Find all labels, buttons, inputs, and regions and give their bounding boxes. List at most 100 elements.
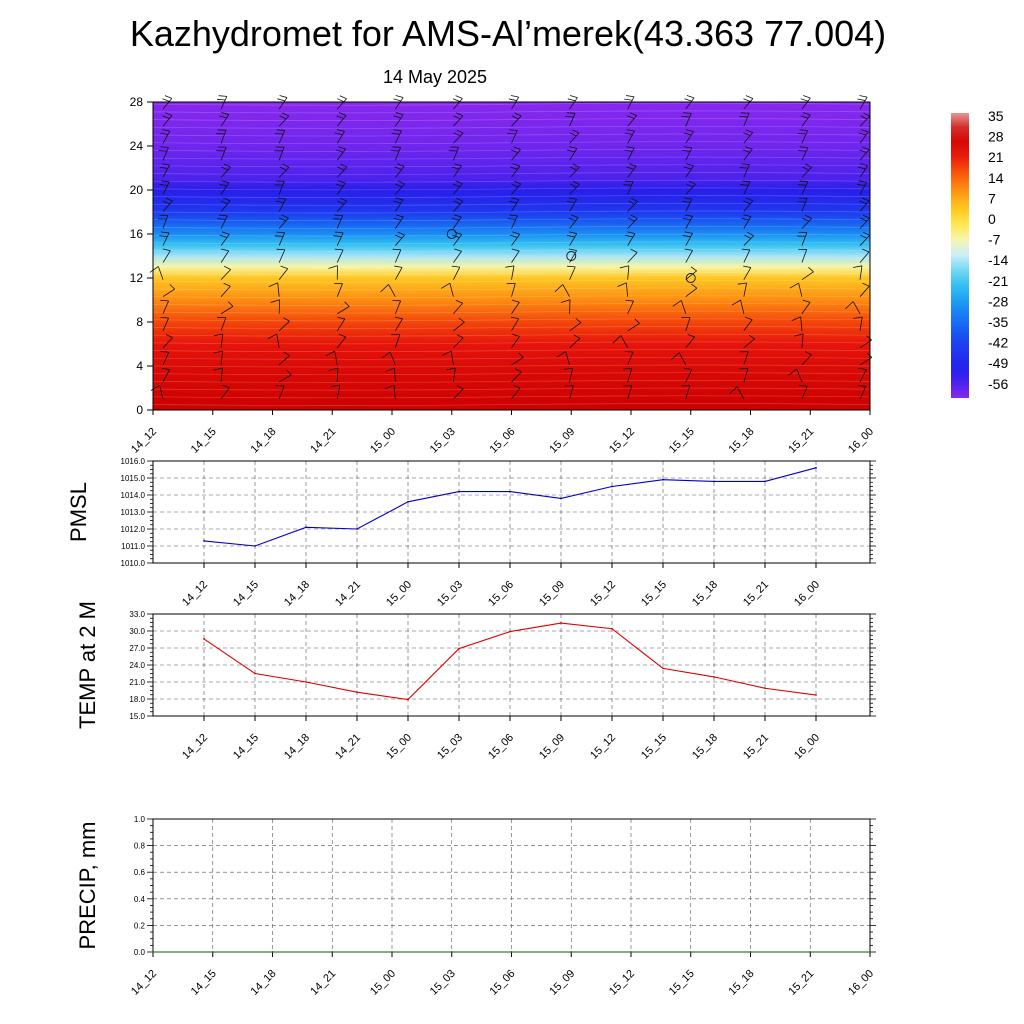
isotherm-line (152, 356, 871, 360)
wind-barb (564, 385, 574, 400)
data-point (815, 694, 817, 696)
wind-barb (220, 163, 231, 178)
data-point (749, 951, 752, 953)
wind-barb (220, 385, 230, 400)
wind-barb (440, 282, 454, 297)
wind-barb (337, 301, 350, 315)
x-tick-label: 15_00 (384, 732, 414, 762)
wind-barb (162, 197, 173, 212)
x-tick-label: 15_09 (547, 426, 577, 456)
x-tick-label: 14_21 (333, 732, 363, 762)
wind-barb (743, 95, 754, 110)
wind-barb (511, 248, 520, 263)
y-tick-label: 0.6 (134, 868, 146, 877)
y-axis-label: PRECIP, mm (75, 822, 100, 950)
y-tick-label: 12 (130, 271, 144, 285)
wind-barb (380, 284, 396, 297)
data-point (407, 500, 409, 503)
data-line (203, 622, 817, 701)
wind-barb (332, 214, 344, 229)
wind-barb (684, 95, 695, 110)
y-axis-label: PMSL (66, 482, 91, 542)
wind-barb (857, 385, 867, 400)
wind-barb (335, 180, 346, 195)
x-tick-label: 15_21 (786, 968, 816, 998)
wind-barb (217, 317, 227, 331)
y-tick-label: 33.0 (129, 610, 145, 619)
x-tick-label: 15_12 (607, 426, 637, 456)
wind-barb (331, 384, 341, 400)
wind-barb (682, 231, 693, 246)
wind-barb (623, 180, 634, 195)
wind-barb (569, 334, 581, 349)
wind-barb (624, 129, 635, 144)
wind-barb (268, 282, 280, 297)
wind-barb (556, 351, 570, 366)
wind-barb (453, 317, 465, 332)
wind-barb (325, 350, 338, 365)
wind-barb (393, 95, 404, 110)
wind-barb (274, 129, 286, 144)
wind-barb (511, 368, 522, 383)
wind-barb (683, 163, 694, 178)
wind-barb (161, 367, 171, 383)
y-tick-label: 1.0 (134, 815, 146, 824)
wind-barb (220, 282, 231, 297)
wind-barb (626, 163, 637, 178)
wind-barb (797, 231, 808, 246)
data-point (356, 528, 358, 530)
wind-barb (627, 112, 638, 127)
wind-barb (394, 316, 403, 332)
wind-barb (510, 316, 520, 332)
wind-barb (384, 384, 396, 400)
wind-barb (160, 299, 169, 314)
wind-barb (392, 248, 402, 263)
data-point (713, 676, 715, 678)
data-point (509, 490, 511, 493)
y-tick-label: 30.0 (129, 627, 145, 636)
wind-barb (267, 333, 280, 348)
wind-barb (511, 112, 522, 127)
wind-barb (158, 214, 169, 229)
wind-barb (681, 385, 691, 400)
wind-barb (672, 300, 687, 314)
y-tick-label: 1016.0 (121, 457, 146, 466)
wind-barb (216, 129, 227, 144)
x-tick-label: 15_18 (727, 426, 757, 456)
isotherm-line (152, 256, 871, 260)
wind-barb (158, 146, 169, 161)
wind-barb (217, 214, 228, 229)
wind-barb (336, 197, 348, 212)
wind-barb (567, 146, 578, 161)
x-tick-label: 14_12 (129, 426, 159, 456)
wind-barb (566, 231, 578, 246)
colorbar-label: -35 (988, 314, 1008, 330)
y-tick-label: 1011.0 (121, 542, 145, 551)
x-tick-label: 15_06 (486, 732, 516, 762)
wind-barb (452, 180, 463, 195)
x-tick-label: 15_03 (435, 732, 465, 762)
isotherm-line (152, 364, 871, 368)
wind-barb (684, 248, 693, 263)
wind-barb (801, 214, 812, 229)
calm-marker (685, 273, 696, 283)
wind-barb (670, 352, 687, 366)
isotherm-line (152, 179, 871, 183)
wind-barb (741, 214, 752, 229)
data-point (764, 687, 766, 690)
wind-barb (511, 385, 521, 400)
wind-barb (216, 146, 227, 161)
y-tick-label: 27.0 (129, 644, 145, 653)
isotherm-line (152, 295, 871, 299)
colorbar-label: 0 (988, 211, 996, 227)
wind-barb (617, 282, 629, 297)
wind-barb (619, 265, 630, 280)
wind-barb (742, 146, 753, 161)
x-tick-label: 14_12 (180, 732, 210, 762)
wind-barb (219, 112, 230, 127)
wind-barb (275, 385, 285, 400)
wind-barb (857, 163, 869, 178)
wind-barb (385, 367, 396, 382)
data-point (254, 672, 256, 675)
data-point (570, 951, 573, 953)
